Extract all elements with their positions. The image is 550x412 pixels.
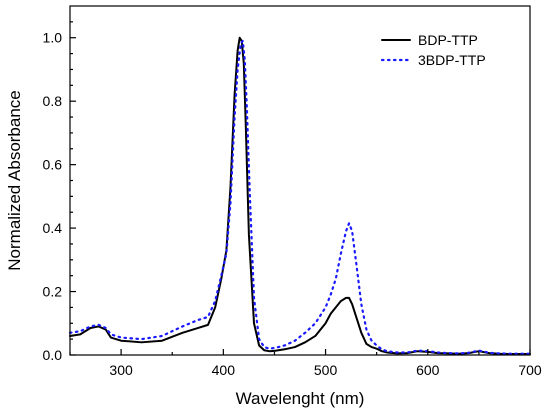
y-axis-title: Normalized Absorbance: [5, 90, 24, 270]
x-axis-title: Wavelenght (nm): [236, 389, 365, 408]
legend: BDP-TTP 3BDP-TTP: [380, 32, 486, 68]
x-tick-label: 300: [109, 362, 133, 378]
legend-label-2: 3BDP-TTP: [418, 52, 486, 68]
series-layer: [68, 36, 532, 356]
legend-label-1: BDP-TTP: [418, 32, 478, 48]
y-tick-label: 0.6: [43, 157, 63, 173]
y-tick-label: 1.0: [43, 30, 63, 46]
series-line-1: [69, 36, 531, 356]
y-tick-label: 0.2: [43, 284, 63, 300]
ticks-layer: 300 400 500 600 700 0.0 0.2 0.4 0.6 0.8 1.0: [43, 21, 542, 378]
x-tick-label: 400: [212, 362, 236, 378]
x-tick-label: 600: [416, 362, 440, 378]
y-tick-label: 0.0: [43, 347, 63, 363]
x-tick-label: 700: [518, 362, 542, 378]
y-tick-label: 0.4: [43, 220, 63, 236]
x-tick-label: 500: [314, 362, 338, 378]
series-line-2: [68, 39, 532, 355]
y-tick-label: 0.8: [43, 93, 63, 109]
